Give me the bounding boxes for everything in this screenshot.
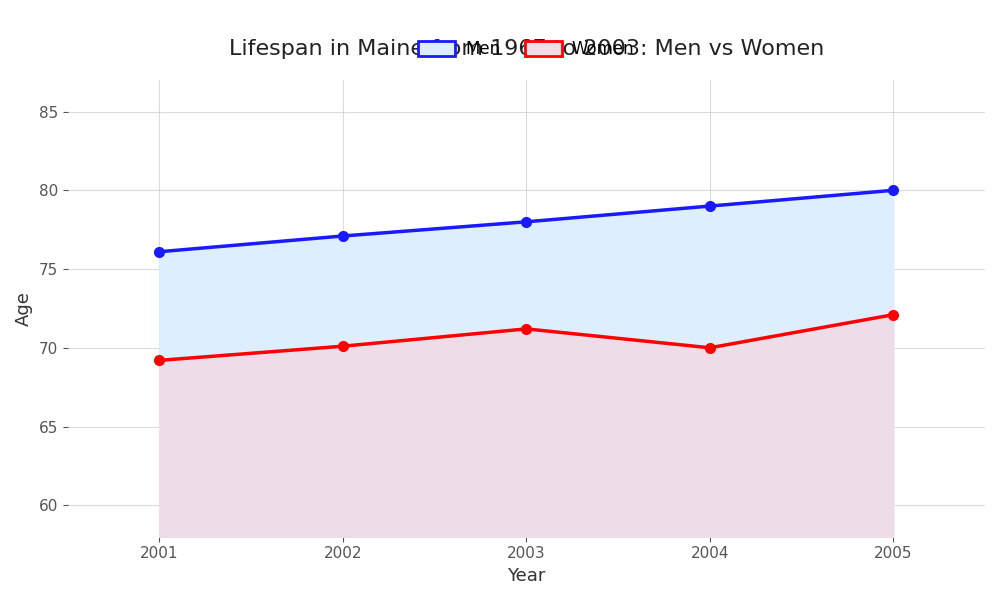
- Title: Lifespan in Maine from 1967 to 2003: Men vs Women: Lifespan in Maine from 1967 to 2003: Men…: [229, 39, 824, 59]
- X-axis label: Year: Year: [507, 567, 546, 585]
- Legend: Men, Women: Men, Women: [412, 34, 641, 65]
- Y-axis label: Age: Age: [15, 291, 33, 326]
